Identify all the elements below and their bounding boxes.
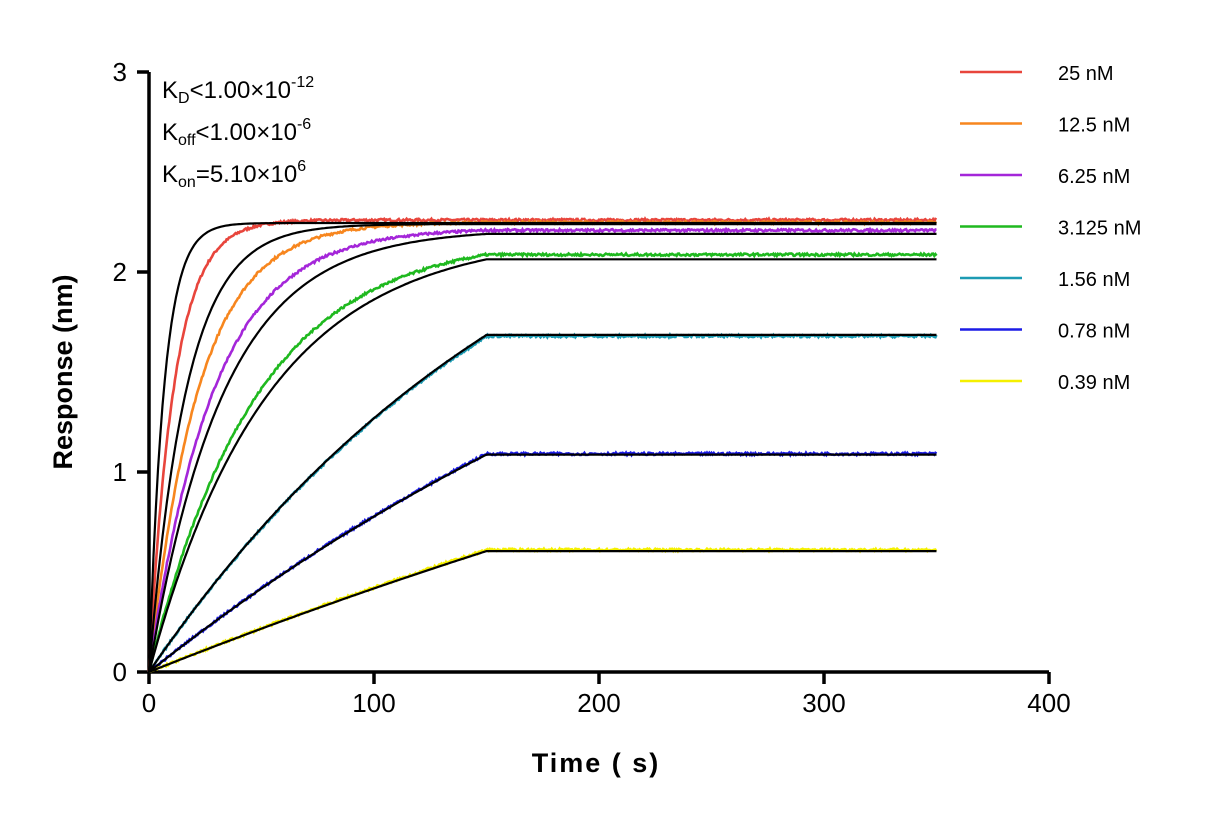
x-tick-label: 200: [577, 688, 620, 718]
annotation-sup: -6: [296, 116, 312, 133]
y-tick-label: 1: [113, 457, 127, 487]
annotation-rest: <1.00×10: [189, 77, 292, 104]
annotation-rest: <1.00×10: [195, 119, 297, 146]
legend-label: 0.78 nM: [1058, 321, 1130, 343]
fit-curve-6.25-nM: [147, 232, 937, 673]
data-curve-3.125-nM: [147, 251, 938, 673]
annotation-main: K: [162, 119, 179, 146]
fit-curve-0.39-nM: [148, 550, 937, 674]
fit-curve-12.5-nM: [147, 223, 937, 673]
y-tick-label: 0: [113, 657, 127, 687]
axes: 0 100 200 300 400 0 1 2 3: [113, 57, 1071, 718]
annotation-sub: D: [178, 90, 190, 107]
annotation-main: K: [162, 161, 179, 188]
legend-label: 1.56 nM: [1058, 269, 1130, 291]
x-axis-label: Time ( s): [532, 748, 661, 778]
x-tick-label: 300: [802, 688, 845, 718]
annotation-sup: 6: [297, 158, 307, 175]
fit-curve-25-nM: [147, 221, 937, 673]
x-tick-label: 0: [142, 688, 156, 718]
annotation-sup: -12: [291, 74, 315, 91]
fit-curve-1.56-nM: [148, 333, 937, 673]
legend-label: 6.25 nM: [1058, 166, 1130, 188]
data-curve-6.25-nM: [147, 226, 937, 673]
legend: 25 nM 12.5 nM 6.25 nM 3.125 nM 1.56 nM 0.78 n…: [960, 63, 1141, 394]
annotation-sub: on: [178, 174, 196, 191]
annotation-rest: =5.10×10: [195, 161, 298, 188]
data-curve-0.39-nM: [148, 545, 938, 674]
data-curve-1.56-nM: [147, 331, 938, 673]
data-curve-12.5-nM: [147, 218, 938, 673]
y-tick-label: 2: [113, 257, 127, 287]
fit-curve-3.125-nM: [147, 258, 937, 673]
y-axis-label: Response (nm): [48, 274, 78, 469]
annotation-sub: off: [178, 132, 196, 149]
legend-label: 0.39 nM: [1058, 372, 1130, 394]
legend-label: 25 nM: [1058, 63, 1114, 85]
x-tick-label: 100: [352, 688, 395, 718]
annotation-line: Koff<1.00×10-6: [162, 116, 311, 150]
y-tick-label: 3: [113, 57, 127, 87]
annotation-main: K: [162, 77, 179, 104]
fit-curves: [147, 221, 937, 674]
data-curves: [147, 216, 938, 674]
legend-label: 3.125 nM: [1058, 218, 1141, 240]
data-curve-0.78-nM: [148, 450, 938, 674]
annotation-line: KD<1.00×10-12: [162, 74, 314, 108]
annotation-line: Kon=5.10×106: [162, 158, 306, 192]
legend-label: 12.5 nM: [1058, 115, 1130, 137]
x-tick-label: 400: [1027, 688, 1070, 718]
data-curve-25-nM: [147, 216, 938, 673]
fit-curve-0.78-nM: [148, 453, 937, 673]
